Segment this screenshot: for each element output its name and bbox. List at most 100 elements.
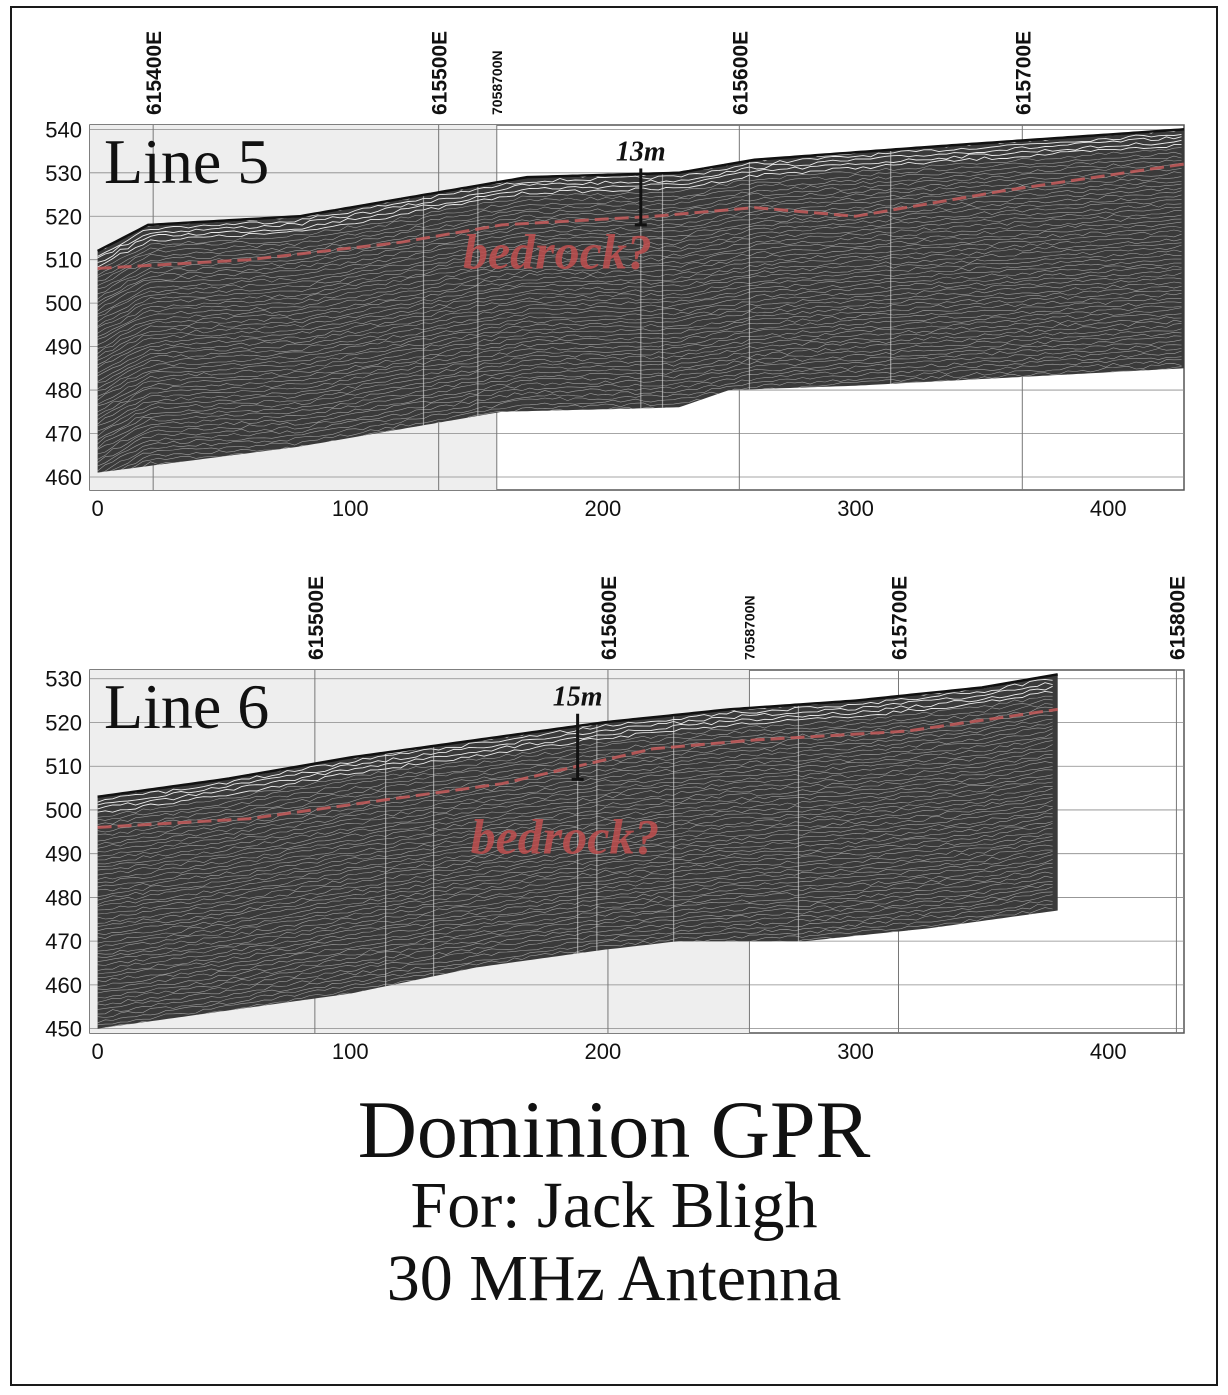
footer-client: For: Jack Bligh bbox=[410, 1169, 818, 1242]
trace-line bbox=[97, 718, 1053, 842]
trace-line bbox=[97, 750, 1053, 871]
trace-line bbox=[97, 226, 1182, 349]
thickness-label: 15m bbox=[553, 682, 603, 713]
trace-line bbox=[97, 871, 1053, 994]
x-tick-label: 100 bbox=[332, 496, 369, 521]
trace-line bbox=[97, 774, 1053, 897]
trace-line bbox=[97, 190, 1182, 315]
trace-line bbox=[98, 1031, 1053, 1070]
trace-line bbox=[97, 244, 1182, 369]
x-tick-label: 100 bbox=[332, 1039, 369, 1064]
trace-line bbox=[97, 203, 1182, 327]
trace-line bbox=[97, 867, 1053, 990]
trace-line bbox=[97, 797, 1053, 920]
coordinate-label: 615700E bbox=[1012, 31, 1035, 115]
trace-line bbox=[97, 900, 1053, 1024]
trace-line bbox=[97, 721, 1053, 846]
x-tick-label: 300 bbox=[837, 1039, 874, 1064]
trace-line bbox=[98, 1034, 1053, 1070]
line-6-gpr-profile: 15m bedrock? Line 6 530 520 510 500 490 480 470 46… bbox=[45, 576, 1189, 1070]
trace-line bbox=[98, 1038, 1053, 1070]
trace-line bbox=[97, 194, 1182, 317]
bedrock-annotation: bedrock? bbox=[463, 223, 652, 279]
y-tick-label: 480 bbox=[45, 378, 82, 403]
y-tick-label: 520 bbox=[45, 710, 82, 735]
trace-line bbox=[97, 183, 1182, 307]
trace-line bbox=[97, 258, 1182, 382]
trace-line bbox=[97, 799, 1053, 924]
y-tick-label: 530 bbox=[45, 161, 82, 186]
y-tick-label: 460 bbox=[45, 465, 82, 490]
trace-line bbox=[97, 350, 1182, 473]
trace-line bbox=[97, 839, 1053, 962]
trace-line bbox=[97, 348, 1182, 472]
trace-line bbox=[97, 777, 1053, 901]
y-tick-label: 490 bbox=[45, 842, 82, 867]
trace-line bbox=[97, 894, 1053, 1018]
trace-line bbox=[97, 875, 1053, 999]
trace-line bbox=[97, 754, 1053, 876]
trace-line bbox=[97, 218, 1182, 340]
trace-line bbox=[97, 277, 1182, 401]
coordinate-label: 7058700N bbox=[741, 595, 757, 660]
trace-line bbox=[97, 328, 1182, 450]
trace-line bbox=[97, 335, 1182, 460]
trace-line bbox=[97, 298, 1182, 420]
trace-line bbox=[97, 881, 1053, 1003]
trace-line bbox=[97, 886, 1053, 1010]
trace-line bbox=[97, 319, 1182, 445]
trace-line bbox=[97, 339, 1182, 463]
y-tick-label: 490 bbox=[45, 335, 82, 360]
trace-line bbox=[97, 851, 1053, 975]
trace-line bbox=[97, 313, 1182, 437]
trace-line bbox=[97, 821, 1053, 944]
trace-line bbox=[97, 698, 1053, 821]
x-tick-label: 400 bbox=[1090, 1039, 1127, 1064]
trace-line bbox=[97, 286, 1182, 407]
trace-line bbox=[97, 695, 1053, 818]
trace-line bbox=[97, 827, 1053, 952]
trace-line bbox=[97, 307, 1182, 432]
trace-line bbox=[97, 301, 1182, 425]
trace-line bbox=[97, 862, 1053, 987]
trace-line bbox=[97, 293, 1182, 416]
trace-line bbox=[97, 766, 1053, 888]
trace-line bbox=[97, 206, 1182, 328]
page-frame bbox=[10, 6, 1218, 1386]
trace-line bbox=[97, 756, 1053, 880]
trace-line bbox=[97, 769, 1053, 892]
coordinate-label: 615800E bbox=[1166, 576, 1189, 660]
trace-line bbox=[97, 805, 1053, 927]
trace-line bbox=[97, 262, 1182, 383]
trace-line bbox=[97, 816, 1053, 939]
trace-line bbox=[97, 265, 1182, 390]
coordinate-label: 615600E bbox=[598, 576, 621, 660]
trace-line bbox=[97, 833, 1053, 955]
trace-line bbox=[97, 844, 1053, 966]
trace-line bbox=[97, 744, 1053, 867]
x-tick-label: 400 bbox=[1090, 496, 1127, 521]
coordinate-label: 7058700N bbox=[489, 50, 505, 115]
trace-line bbox=[97, 836, 1053, 959]
trace-line bbox=[97, 187, 1182, 312]
y-tick-label: 530 bbox=[45, 667, 82, 692]
coordinate-label: 615500E bbox=[305, 576, 328, 660]
trace-line bbox=[97, 728, 1053, 853]
x-tick-label: 200 bbox=[585, 1039, 622, 1064]
trace-line bbox=[97, 740, 1053, 865]
bedrock-annotation: bedrock? bbox=[471, 809, 660, 865]
trace-line bbox=[97, 854, 1053, 978]
trace-line bbox=[97, 732, 1053, 857]
coordinate-label: 615400E bbox=[143, 31, 166, 115]
coordinate-label: 615700E bbox=[889, 576, 912, 660]
y-tick-label: 510 bbox=[45, 248, 82, 273]
trace-line bbox=[97, 823, 1053, 949]
trace-line bbox=[97, 793, 1053, 915]
trace-line bbox=[97, 849, 1053, 971]
trace-line bbox=[97, 316, 1182, 440]
trace-line bbox=[97, 238, 1182, 361]
trace-line bbox=[97, 268, 1182, 391]
y-tick-label: 500 bbox=[45, 798, 82, 823]
trace-line bbox=[97, 761, 1053, 884]
trace-line bbox=[97, 678, 1053, 803]
